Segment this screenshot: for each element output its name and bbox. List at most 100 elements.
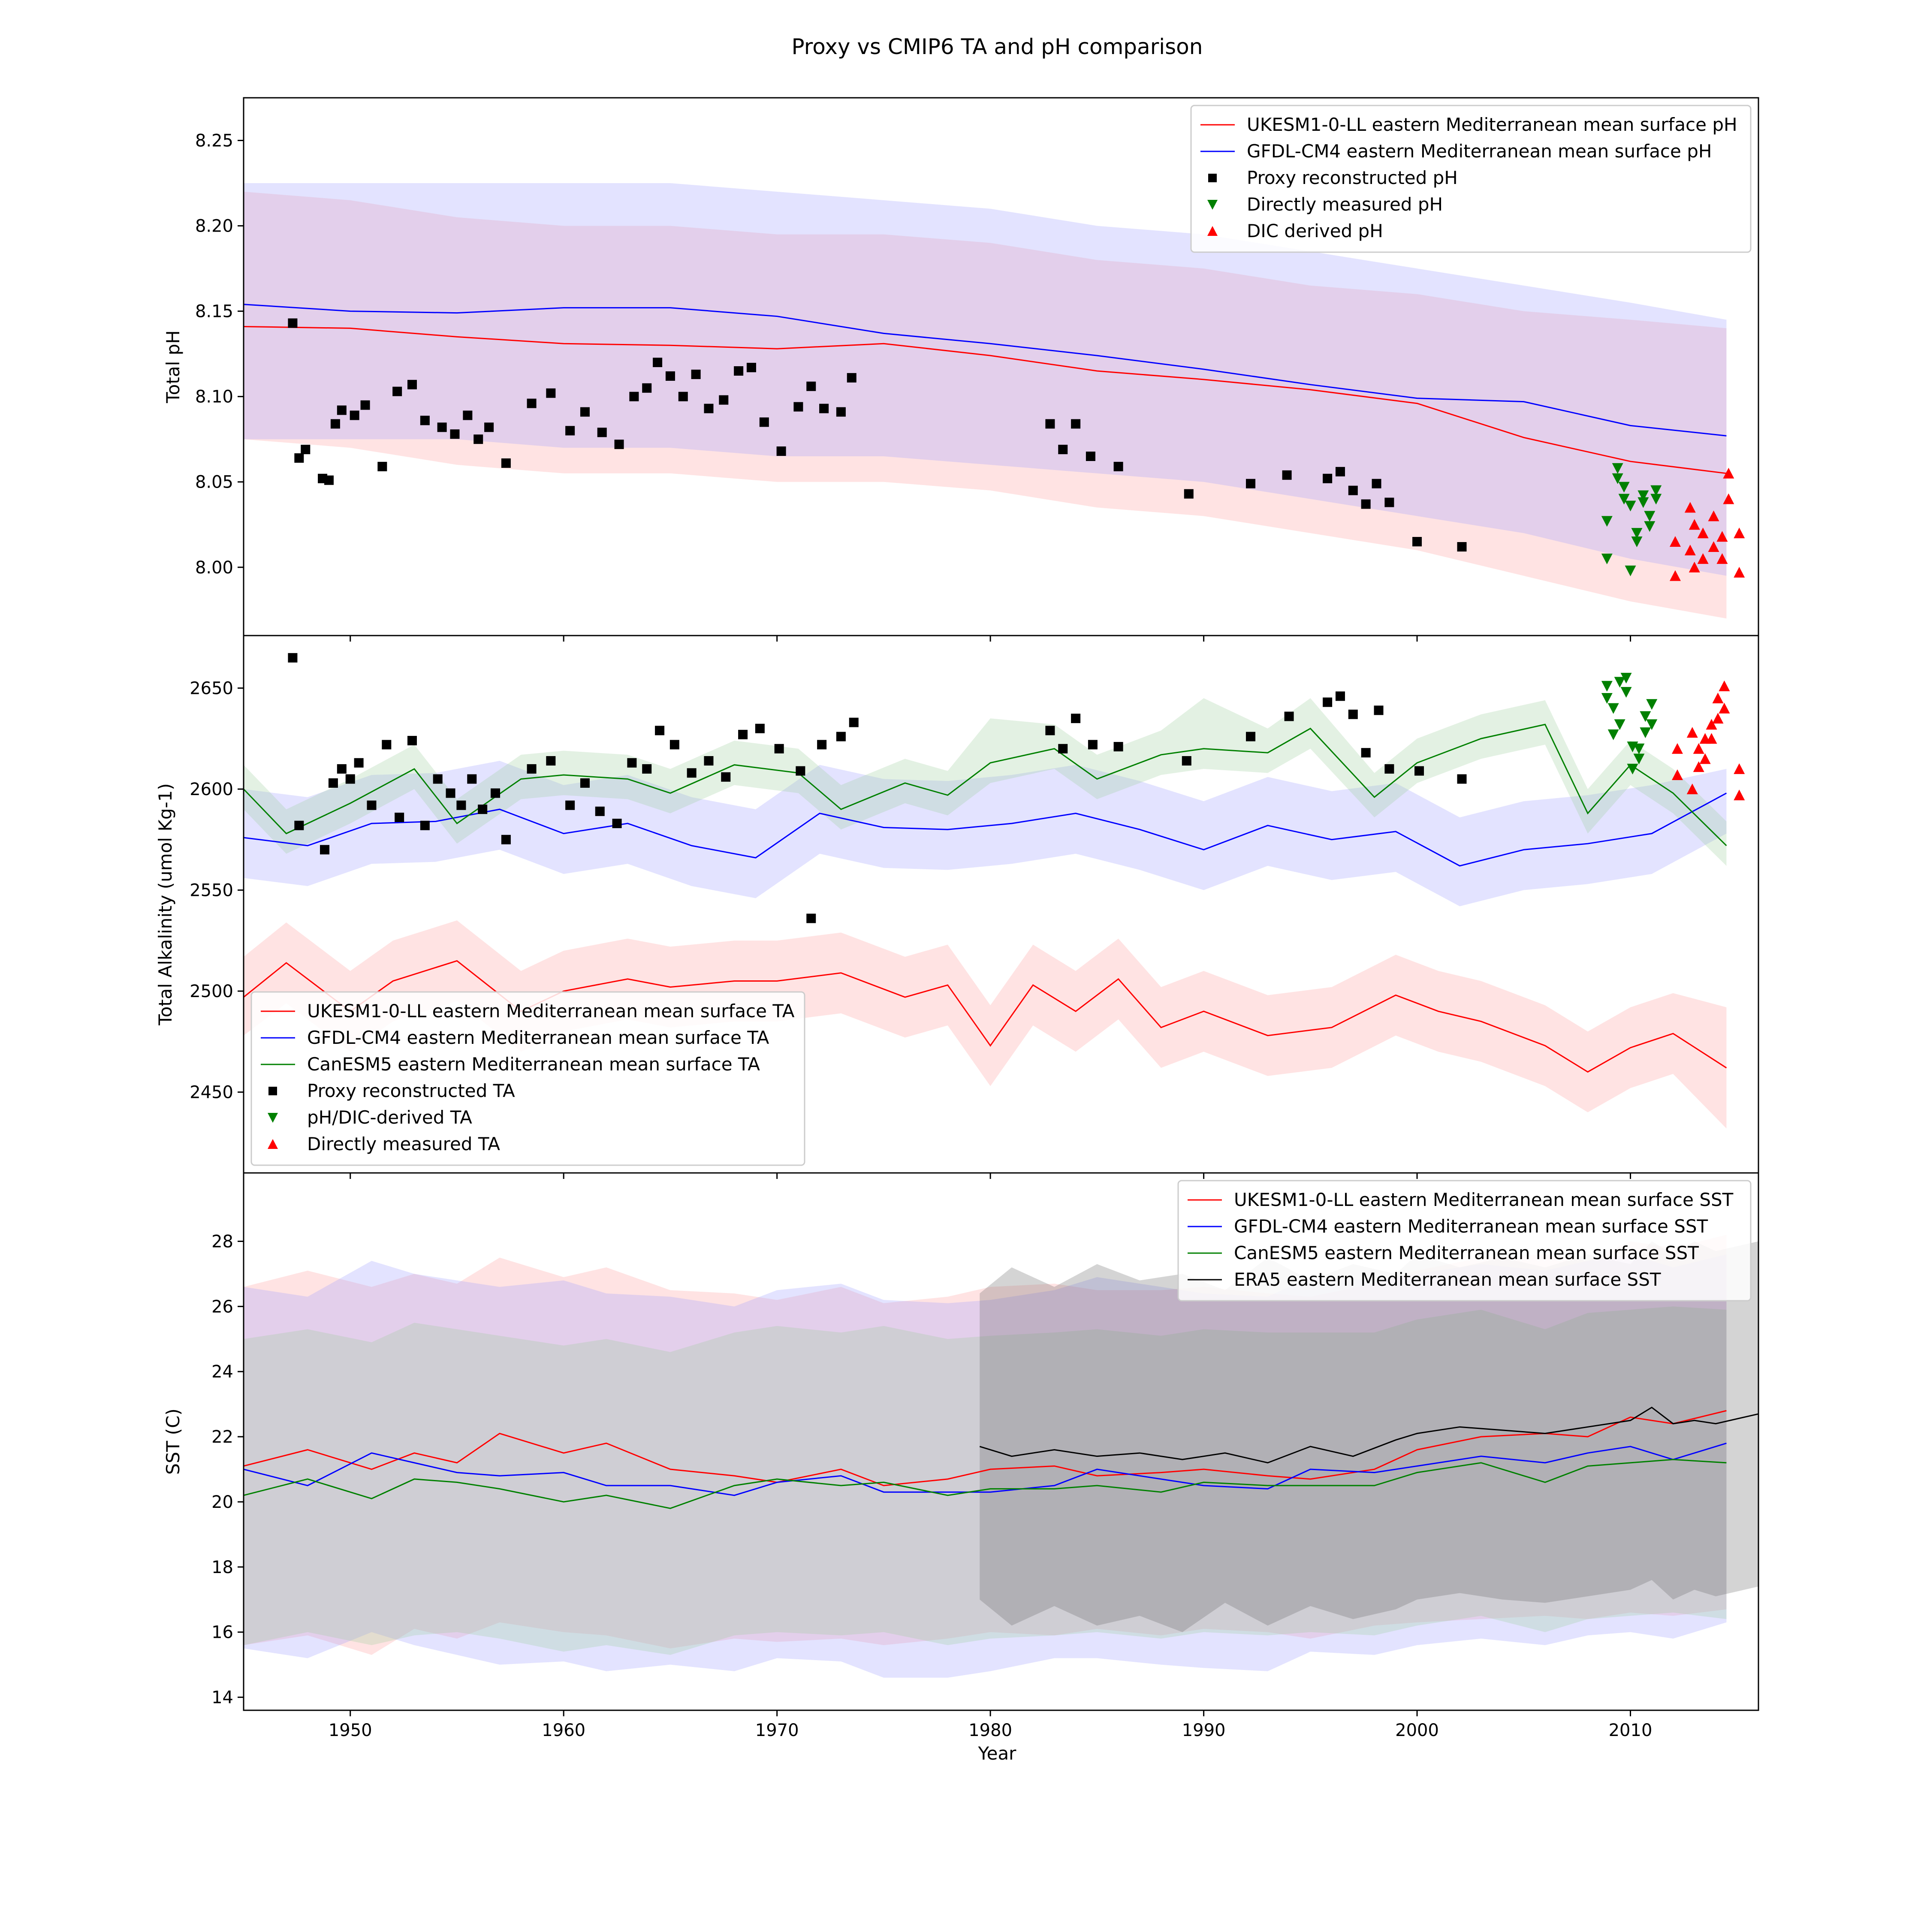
point-ta-3-a1 (294, 820, 304, 830)
y-tick-label-sst-0: 14 (211, 1688, 233, 1708)
x-tick-label-5: 2000 (1395, 1721, 1439, 1740)
point-ta-3-a40 (1045, 726, 1055, 735)
series-line-ta-1 (244, 793, 1727, 867)
point-ta-4-b7 (1646, 699, 1658, 710)
point-ph-4-a5 (1716, 531, 1728, 542)
point-ta-4-a7 (1646, 719, 1658, 730)
series-line-sst-1 (244, 1442, 1727, 1496)
point-ta-3-a0 (288, 653, 298, 663)
point-ta-3-a46 (1246, 732, 1256, 741)
point-ta-3-a19 (527, 764, 537, 774)
point-ph-2-a38 (806, 381, 816, 391)
point-ph-3-b1 (1612, 473, 1623, 484)
legend-swatch-ph-2 (1208, 174, 1217, 182)
point-ta-3-a4 (337, 764, 347, 774)
point-ph-2-a40 (836, 407, 846, 417)
point-ph-2-a54 (1372, 479, 1381, 488)
point-ta-3-a31 (721, 772, 731, 782)
band-ta-1 (244, 761, 1727, 907)
panel-sst: 14 16 18 20 22 24 26 28 SST (C) 1950 1960 1970 1980 1… (163, 1172, 1759, 1740)
point-ta-3-a43 (1088, 740, 1098, 750)
point-ph-2-a8 (360, 400, 370, 410)
legend-swatch-ph-3 (1207, 200, 1218, 210)
legend-swatch-ph-4 (1207, 226, 1218, 236)
point-ta-4-b4 (1627, 763, 1638, 775)
point-ta-3-a45 (1182, 756, 1191, 766)
band-sst-3 (980, 1241, 1758, 1632)
point-ta-5-b3 (1699, 753, 1711, 764)
band-ph-1 (244, 183, 1727, 576)
band-sst-2 (244, 1306, 1727, 1655)
point-ta-3-a20 (546, 756, 556, 766)
point-ph-4-a3 (1697, 553, 1709, 564)
legend-box-sst (1177, 1180, 1752, 1302)
point-ta-3-a41 (1058, 744, 1068, 754)
point-ta-5-b6 (1719, 702, 1730, 714)
point-ta-3-a6 (354, 758, 364, 768)
point-ph-3-a0 (1601, 516, 1613, 527)
point-ph-2-a21 (565, 426, 575, 436)
point-ta-3-a32 (738, 729, 748, 739)
point-ph-2-a16 (473, 434, 483, 444)
point-ta-3-a28 (669, 740, 679, 750)
point-ta-3-a16 (478, 805, 488, 814)
point-ph-2-a43 (1058, 445, 1068, 455)
legend-box-ph (1190, 105, 1752, 253)
point-ta-5-a4 (1706, 719, 1717, 730)
point-ph-2-a44 (1071, 419, 1081, 429)
legend-label-sst-0: UKESM1-0-LL eastern Mediterranean mean s… (1234, 1189, 1734, 1210)
legend-label-ta-2: CanESM5 eastern Mediterranean mean surfa… (307, 1054, 760, 1075)
point-ta-4-a2 (1614, 677, 1625, 688)
point-ta-5-a6 (1719, 680, 1730, 691)
point-ta-3-a52 (1374, 705, 1384, 715)
point-ta-5-b1 (1686, 784, 1698, 794)
legend-label-ph-0: UKESM1-0-LL eastern Mediterranean mean s… (1247, 114, 1737, 135)
point-ta-4-b2 (1614, 719, 1625, 730)
point-ph-4-a0 (1669, 536, 1681, 547)
point-ph-2-a9 (377, 461, 387, 471)
y-tick-label-ta-4: 2650 (190, 678, 233, 698)
legend-sst: UKESM1-0-LL eastern Mediterranean mean s… (1177, 1180, 1752, 1302)
point-ta-5-a7 (1734, 763, 1745, 774)
series-line-sst-2 (244, 1459, 1727, 1509)
point-ph-2-a28 (665, 371, 675, 381)
point-ph-2-a45 (1086, 452, 1095, 461)
point-ph-3-b4 (1631, 536, 1643, 548)
point-ta-5-a1 (1686, 727, 1698, 738)
point-ta-3-a3 (328, 778, 338, 788)
y-axis-label-ph: Total pH (163, 330, 184, 404)
y-tick-label-ph-2: 8.10 (195, 387, 233, 407)
point-ta-3-a27 (655, 726, 665, 735)
point-ta-3-a53 (1384, 764, 1394, 774)
legend-label-ph-2: Proxy reconstructed pH (1247, 167, 1458, 188)
panel-ta: 2450 2500 2550 2600 2650 Total Alkalinity (um… (155, 635, 1759, 1179)
point-ph-2-a18 (501, 458, 511, 468)
point-ph-2-a20 (546, 388, 556, 398)
y-tick-label-ta-2: 2550 (190, 881, 233, 901)
point-ph-2-a36 (776, 446, 786, 456)
point-ph-2-a27 (653, 358, 663, 368)
series-line-sst-0 (244, 1410, 1727, 1486)
point-ph-3-b2 (1618, 494, 1630, 505)
legend-label-ph-4: DIC derived pH (1247, 220, 1383, 241)
point-ph-2-a17 (484, 422, 494, 432)
point-ta-3-a38 (836, 732, 846, 741)
plot-area-ta (244, 653, 1745, 1129)
point-ta-3-a49 (1335, 691, 1345, 701)
point-ta-5-b0 (1671, 769, 1683, 781)
legend-label-ta-3: Proxy reconstructed TA (307, 1080, 515, 1101)
point-ta-3-a5 (345, 774, 355, 784)
point-ta-3-a33 (755, 723, 765, 733)
y-tick-label-sst-1: 16 (211, 1623, 233, 1643)
point-ta-5-b2 (1693, 743, 1704, 754)
band-ph-0 (244, 191, 1727, 619)
point-ta-5-b4 (1706, 733, 1717, 744)
point-ph-3-a5 (1637, 490, 1649, 501)
legend-label-sst-2: CanESM5 eastern Mediterranean mean surfa… (1234, 1242, 1699, 1263)
point-ph-2-a1 (294, 453, 304, 463)
x-tick-label-6: 2010 (1609, 1721, 1653, 1740)
y-tick-label-ta-3: 2600 (190, 780, 233, 799)
point-ph-4-a6 (1723, 467, 1734, 479)
point-ta-3-a36 (806, 913, 816, 923)
